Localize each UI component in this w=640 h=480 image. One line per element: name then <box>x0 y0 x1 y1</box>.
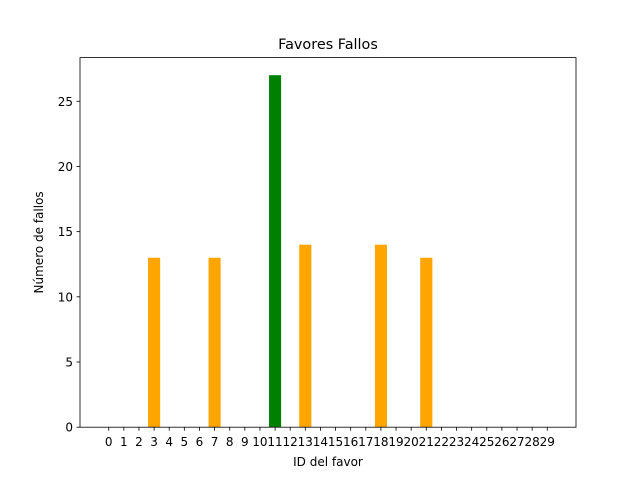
x-tick-label: 12 <box>283 435 298 449</box>
x-tick-label: 26 <box>494 435 509 449</box>
y-tick-label: 20 <box>58 160 73 174</box>
x-tick-label: 22 <box>434 435 449 449</box>
x-tick-label: 6 <box>196 435 204 449</box>
x-tick-label: 0 <box>105 435 113 449</box>
x-tick-label: 23 <box>449 435 464 449</box>
x-tick-label: 8 <box>226 435 234 449</box>
x-tick-label: 24 <box>464 435 479 449</box>
bar-7 <box>208 257 221 428</box>
bar-18 <box>374 244 387 428</box>
x-tick-label: 27 <box>509 435 524 449</box>
x-tick-label: 13 <box>298 435 313 449</box>
x-tick-label: 11 <box>267 435 282 449</box>
y-axis: 0 5 10 15 20 25 <box>58 95 80 435</box>
x-axis: 0 1 2 3 4 5 6 7 8 9 10 11 12 13 14 15 16 17 18 19 20 21 22 23 24… <box>105 427 555 449</box>
x-tick-label: 16 <box>343 435 358 449</box>
bar-13 <box>299 244 312 428</box>
y-tick-label: 15 <box>58 225 73 239</box>
x-tick-label: 28 <box>525 435 540 449</box>
x-tick-label: 17 <box>358 435 373 449</box>
x-tick-label: 9 <box>241 435 249 449</box>
x-tick-label: 2 <box>135 435 143 449</box>
chart-title: Favores Fallos <box>278 37 378 53</box>
bar-3 <box>148 257 161 428</box>
x-tick-label: 10 <box>252 435 267 449</box>
x-tick-label: 25 <box>479 435 494 449</box>
x-tick-label: 14 <box>313 435 328 449</box>
x-tick-label: 1 <box>120 435 128 449</box>
x-tick-label: 15 <box>328 435 343 449</box>
bars-group <box>148 75 433 428</box>
x-tick-label: 3 <box>150 435 158 449</box>
y-tick-label: 0 <box>65 421 73 435</box>
x-tick-label: 4 <box>165 435 173 449</box>
y-tick-label: 5 <box>65 356 73 370</box>
x-tick-label: 5 <box>181 435 189 449</box>
x-tick-label: 18 <box>373 435 388 449</box>
y-tick-label: 10 <box>58 290 73 304</box>
plot-frame <box>79 57 577 428</box>
bar-21 <box>420 257 433 428</box>
y-axis-label: Número de fallos <box>32 191 46 293</box>
y-tick-label: 25 <box>58 95 73 109</box>
x-tick-label: 21 <box>419 435 434 449</box>
x-axis-label: ID del favor <box>293 455 363 469</box>
x-tick-label: 20 <box>404 435 419 449</box>
x-tick-label: 19 <box>388 435 403 449</box>
x-tick-label: 7 <box>211 435 219 449</box>
x-tick-label: 29 <box>540 435 555 449</box>
bar-11 <box>269 75 282 428</box>
